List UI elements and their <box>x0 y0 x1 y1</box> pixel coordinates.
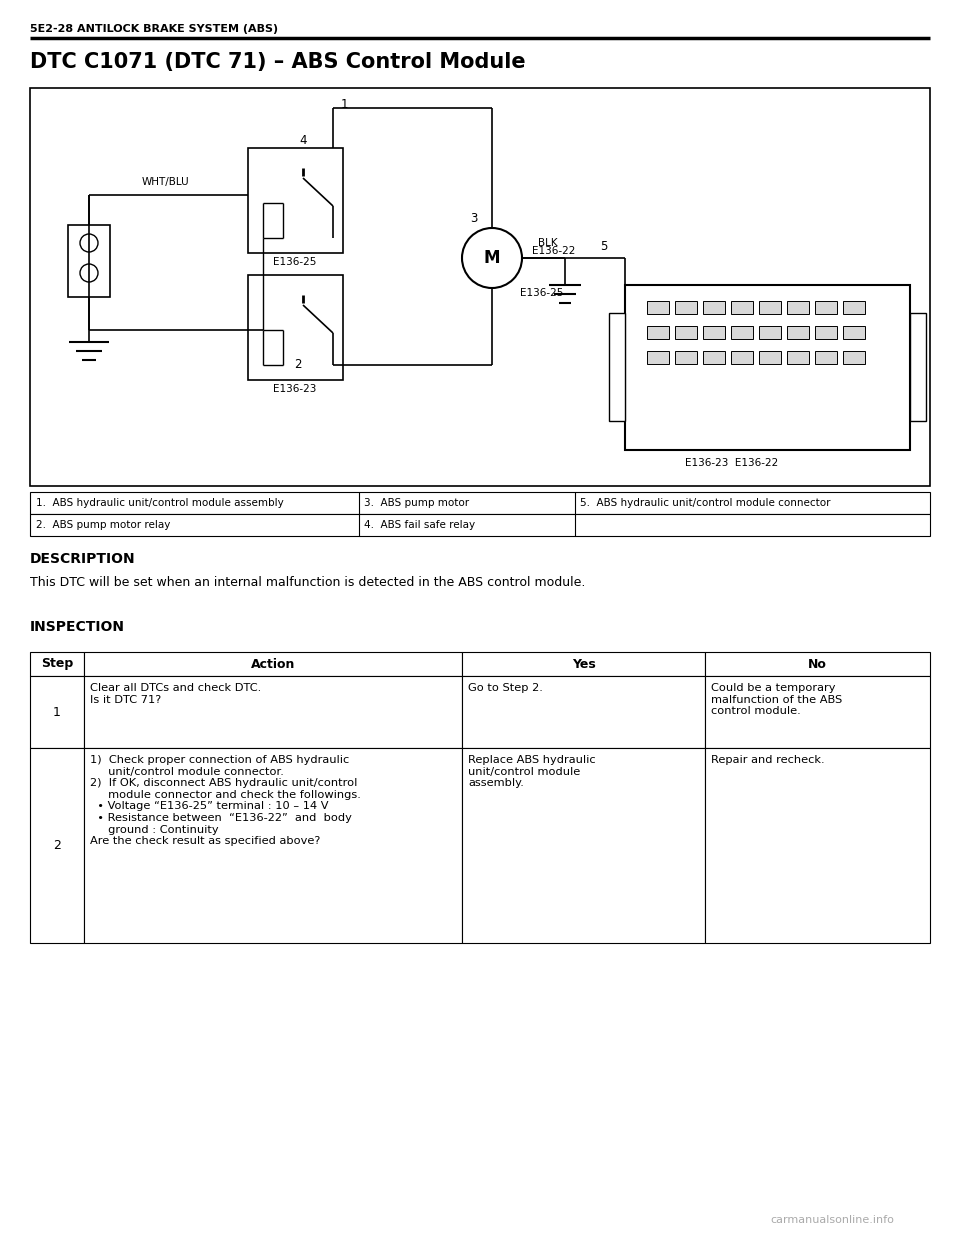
Bar <box>731 301 753 314</box>
Bar <box>462 652 705 676</box>
Bar <box>84 676 462 748</box>
Text: E136-25: E136-25 <box>520 288 564 298</box>
Bar <box>705 676 930 748</box>
Bar <box>843 301 865 314</box>
Bar <box>84 652 462 676</box>
Bar <box>248 275 343 380</box>
Text: DTC C1071 (DTC 71) – ABS Control Module: DTC C1071 (DTC 71) – ABS Control Module <box>30 52 526 72</box>
Text: Could be a temporary
malfunction of the ABS
control module.: Could be a temporary malfunction of the … <box>711 683 842 716</box>
Text: E136-23: E136-23 <box>274 384 317 394</box>
Text: E136-25: E136-25 <box>274 257 317 267</box>
Text: E136-23  E136-22: E136-23 E136-22 <box>685 458 779 468</box>
Bar <box>815 351 837 364</box>
Bar <box>910 312 926 421</box>
Bar <box>675 326 697 338</box>
Bar <box>462 748 705 944</box>
Text: 5E2-28 ANTILOCK BRAKE SYSTEM (ABS): 5E2-28 ANTILOCK BRAKE SYSTEM (ABS) <box>30 23 278 35</box>
Bar <box>462 676 705 748</box>
Text: 3.  ABS pump motor: 3. ABS pump motor <box>365 498 469 508</box>
Bar <box>84 748 462 944</box>
Bar <box>759 301 781 314</box>
Text: M: M <box>484 249 500 267</box>
Text: 2.  ABS pump motor relay: 2. ABS pump motor relay <box>36 520 170 530</box>
Bar <box>787 326 809 338</box>
Text: 5: 5 <box>600 240 608 253</box>
Bar <box>705 652 930 676</box>
Text: Action: Action <box>251 657 295 671</box>
Bar <box>703 351 725 364</box>
Bar <box>68 225 110 296</box>
Bar <box>30 748 84 944</box>
Text: 1.  ABS hydraulic unit/control module assembly: 1. ABS hydraulic unit/control module ass… <box>36 498 284 508</box>
Bar <box>787 351 809 364</box>
Bar <box>30 492 930 514</box>
Bar <box>30 676 84 748</box>
Text: Repair and recheck.: Repair and recheck. <box>711 755 825 764</box>
Text: 3: 3 <box>470 212 477 225</box>
Text: This DTC will be set when an internal malfunction is detected in the ABS control: This DTC will be set when an internal ma… <box>30 576 586 589</box>
Text: Step: Step <box>41 657 73 671</box>
Bar <box>731 326 753 338</box>
Text: BLK: BLK <box>539 238 558 248</box>
Text: Yes: Yes <box>571 657 595 671</box>
Bar <box>759 326 781 338</box>
Bar <box>30 88 930 487</box>
Text: Go to Step 2.: Go to Step 2. <box>468 683 542 693</box>
Bar <box>787 301 809 314</box>
Bar <box>675 351 697 364</box>
Bar <box>815 326 837 338</box>
Circle shape <box>462 228 522 288</box>
Bar <box>675 301 697 314</box>
Text: No: No <box>808 657 827 671</box>
Text: 4.  ABS fail safe relay: 4. ABS fail safe relay <box>365 520 475 530</box>
Text: 2: 2 <box>295 358 301 370</box>
Bar <box>705 748 930 944</box>
Text: INSPECTION: INSPECTION <box>30 620 125 634</box>
Circle shape <box>80 233 98 252</box>
Bar <box>647 326 669 338</box>
Bar <box>759 351 781 364</box>
Text: 4: 4 <box>300 135 307 147</box>
Bar <box>248 148 343 253</box>
Text: 1: 1 <box>341 98 348 111</box>
Bar <box>647 301 669 314</box>
Bar <box>843 351 865 364</box>
Bar <box>703 326 725 338</box>
Text: Replace ABS hydraulic
unit/control module
assembly.: Replace ABS hydraulic unit/control modul… <box>468 755 595 788</box>
Text: carmanualsonline.info: carmanualsonline.info <box>770 1215 894 1225</box>
Text: 1: 1 <box>53 705 60 719</box>
Bar <box>625 285 910 450</box>
Bar <box>647 351 669 364</box>
Bar <box>30 652 84 676</box>
Bar <box>843 326 865 338</box>
Text: 2: 2 <box>53 839 60 852</box>
Bar <box>30 514 930 536</box>
Text: WHT/BLU: WHT/BLU <box>142 177 190 186</box>
Bar <box>609 312 625 421</box>
Circle shape <box>80 264 98 282</box>
Text: Clear all DTCs and check DTC.
Is it DTC 71?: Clear all DTCs and check DTC. Is it DTC … <box>90 683 261 705</box>
Text: 1)  Check proper connection of ABS hydraulic
     unit/control module connector.: 1) Check proper connection of ABS hydrau… <box>90 755 361 846</box>
Text: 5.  ABS hydraulic unit/control module connector: 5. ABS hydraulic unit/control module con… <box>581 498 831 508</box>
Text: E136-22: E136-22 <box>532 246 575 256</box>
Text: DESCRIPTION: DESCRIPTION <box>30 552 135 566</box>
Bar <box>703 301 725 314</box>
Bar <box>731 351 753 364</box>
Bar <box>815 301 837 314</box>
